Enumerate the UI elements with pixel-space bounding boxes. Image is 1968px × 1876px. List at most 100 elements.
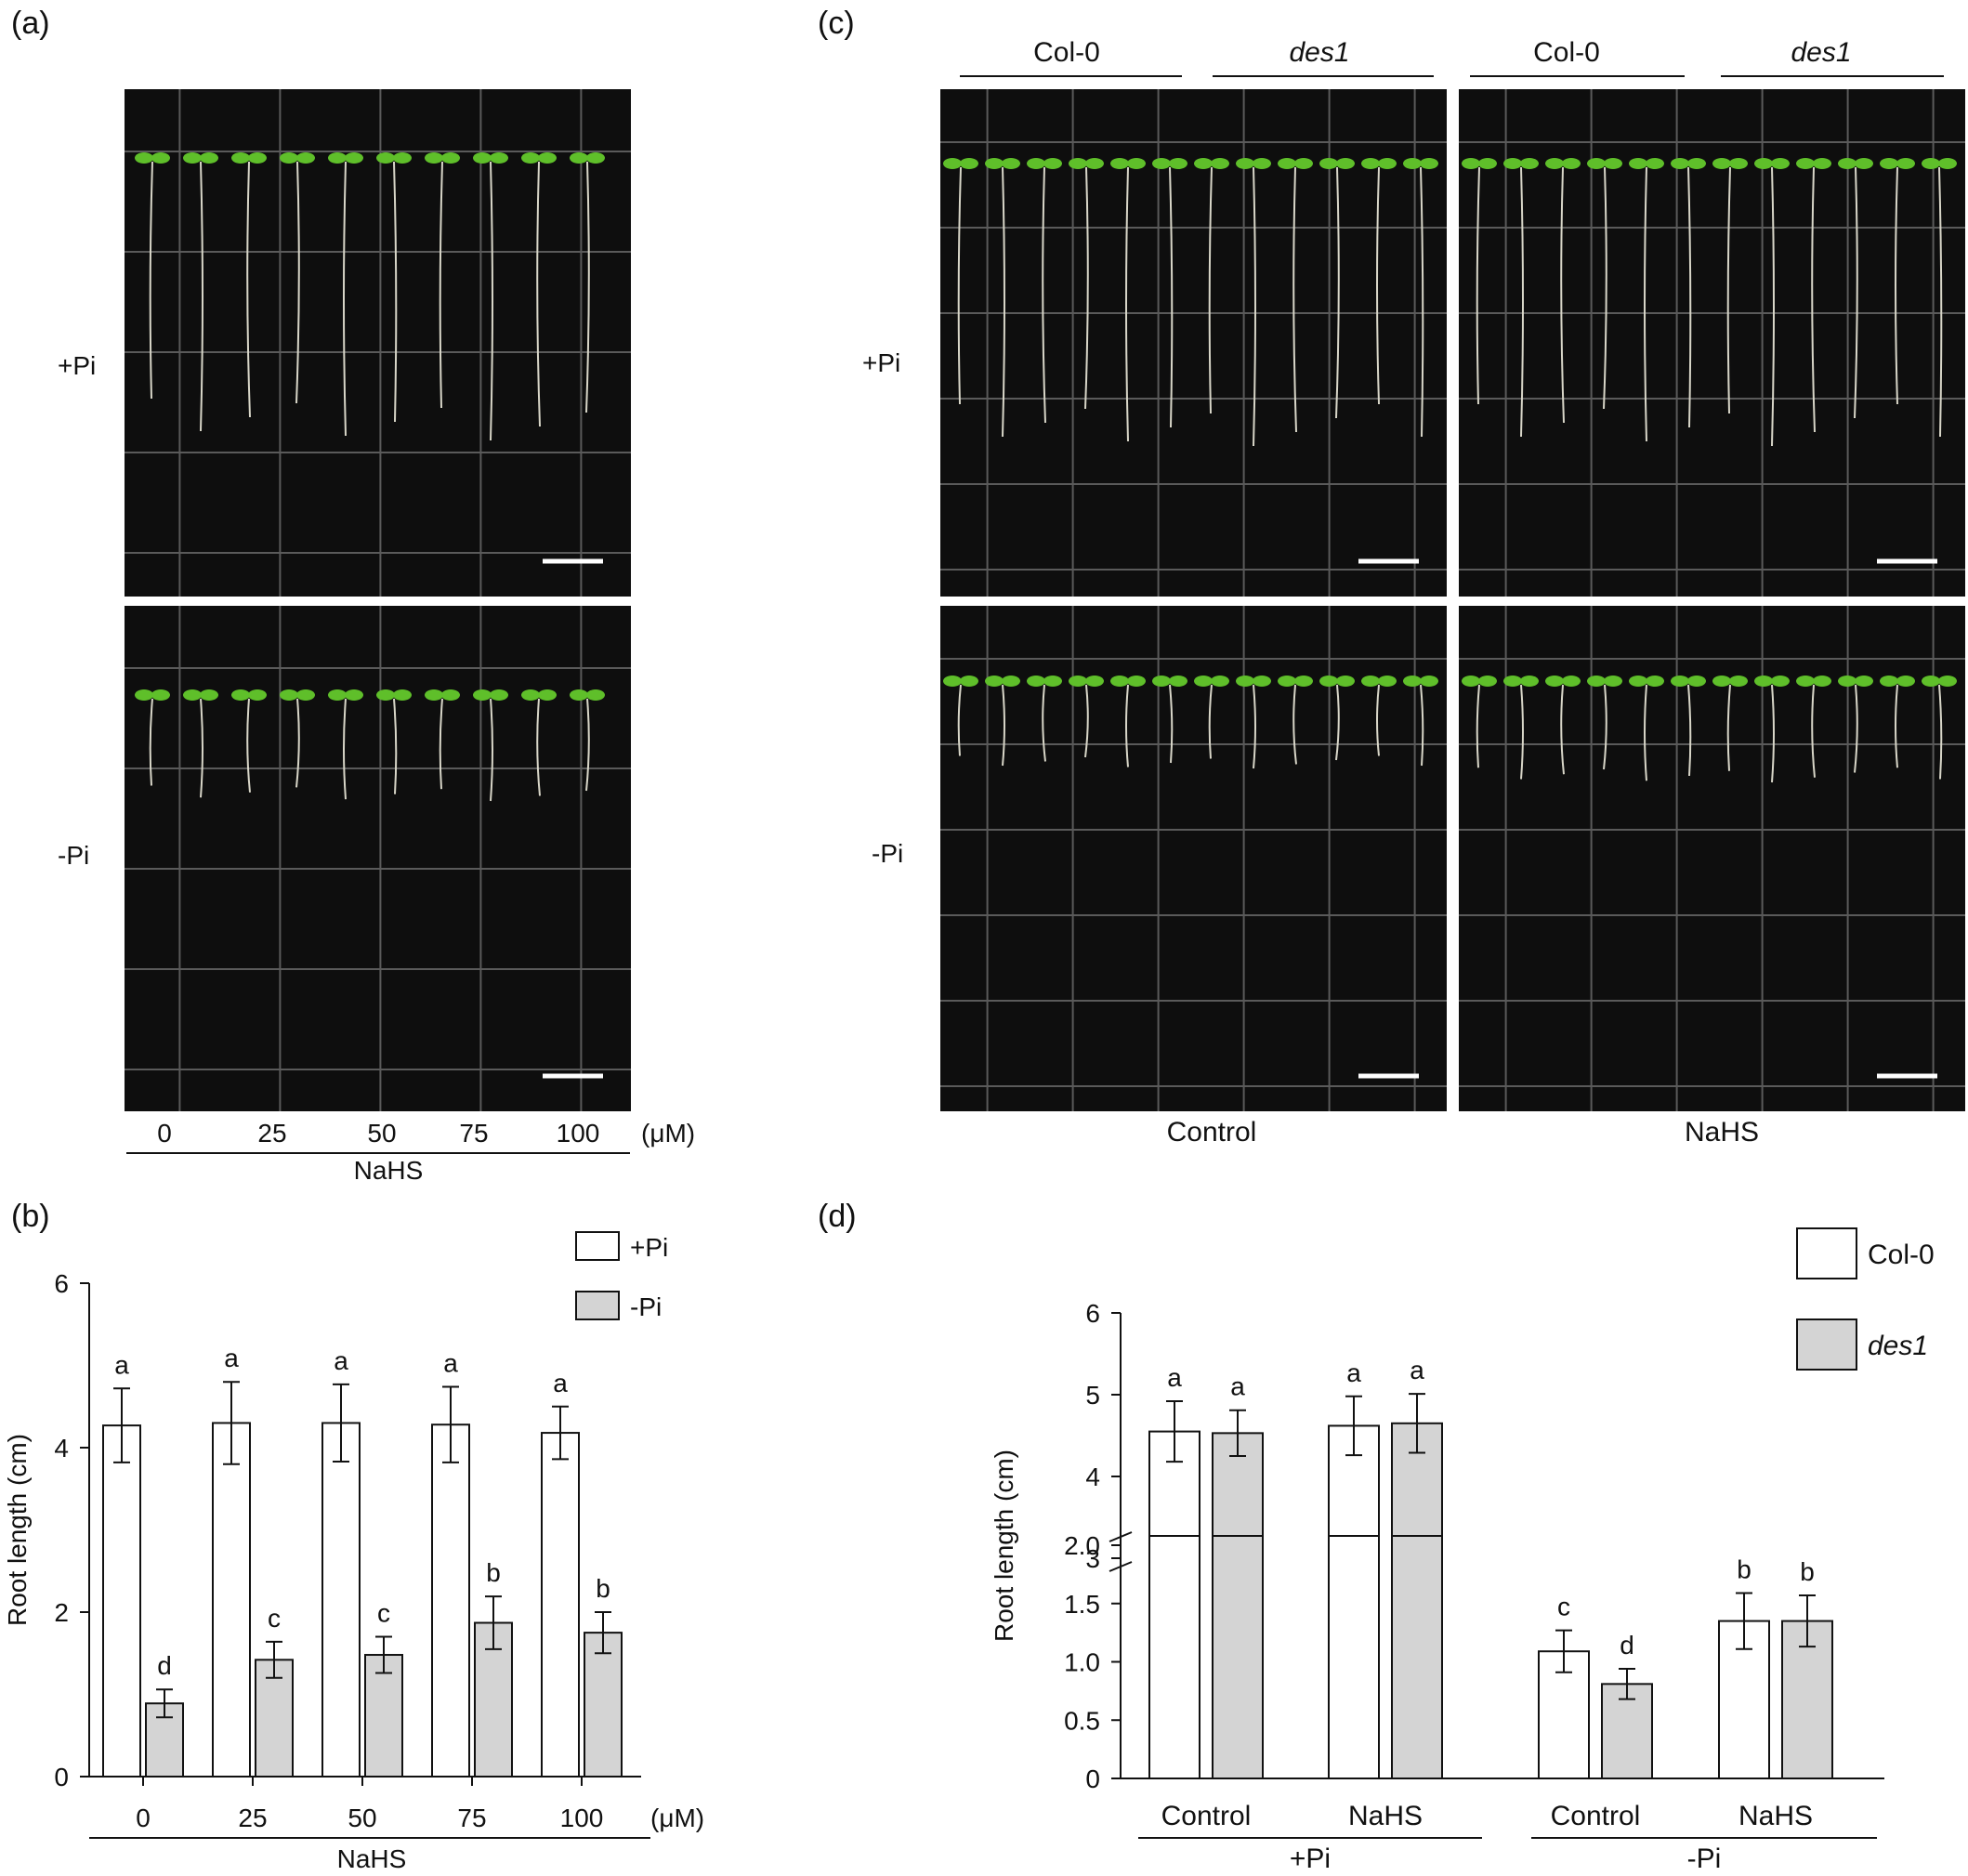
legend-swatch [1796, 1318, 1857, 1371]
x-tick-label: 0 [136, 1804, 151, 1832]
seedling [1629, 676, 1664, 781]
panel-c-photo [940, 89, 1965, 1111]
seedling [473, 689, 508, 802]
leaf [1938, 158, 1957, 169]
root [1084, 166, 1089, 410]
leaf [135, 689, 153, 701]
leaf [1336, 158, 1355, 169]
group-label: +Pi [1290, 1843, 1331, 1874]
plate-background [940, 606, 1447, 1111]
leaf [1629, 676, 1647, 687]
leaf [1604, 676, 1622, 687]
root [1084, 684, 1089, 758]
legend-label: -Pi [630, 1292, 662, 1321]
seedling [1503, 676, 1539, 780]
significance-letter: b [1800, 1557, 1815, 1586]
panel-b-chart: 0 2 4 6 Root length (cm) a d 0 a c 25 a c 50 a b 75 a b 100… [3, 1231, 704, 1873]
panel-c-label: (c) [818, 6, 855, 41]
leaf [1754, 676, 1773, 687]
seedling [1110, 676, 1146, 767]
plate-background [125, 606, 631, 1111]
group-label: -Pi [1687, 1843, 1722, 1874]
x-tick-label: Control [1551, 1801, 1641, 1831]
panel-c-genotype-des1-control: des1 [1289, 37, 1349, 68]
root [1002, 684, 1005, 767]
leaf [1796, 158, 1815, 169]
seedling [985, 158, 1020, 438]
leaf [1236, 158, 1254, 169]
leaf [1043, 676, 1062, 687]
error-bar [552, 1405, 569, 1461]
root [1811, 166, 1816, 433]
leaf [1796, 676, 1815, 687]
bar-lower-segment [1328, 1535, 1380, 1779]
leaf [1604, 158, 1622, 169]
root [1376, 684, 1380, 756]
leaf [1002, 676, 1020, 687]
root [149, 698, 153, 786]
significance-letter: b [596, 1574, 610, 1603]
root [957, 684, 962, 756]
leaf [1646, 676, 1664, 687]
leaf [1069, 676, 1087, 687]
seedling [521, 152, 557, 427]
bar-lower-segment [1148, 1535, 1200, 1779]
root [393, 161, 398, 423]
leaf [1813, 158, 1831, 169]
x-tick-label: NaHS [1738, 1801, 1813, 1831]
seedling [376, 152, 412, 423]
leaf [1169, 158, 1187, 169]
seedling [1236, 676, 1271, 769]
root [1420, 684, 1424, 767]
y-tick-label: 4 [54, 1434, 69, 1463]
seedling [1152, 676, 1187, 764]
leaf [1587, 158, 1606, 169]
leaf [328, 689, 347, 701]
leaf [1236, 676, 1254, 687]
seedling [1712, 676, 1748, 771]
plate-background [125, 89, 631, 597]
leaf [183, 152, 202, 164]
axis-break-mark [1109, 1531, 1133, 1542]
leaf [1478, 158, 1497, 169]
leaf [1420, 676, 1438, 687]
significance-letter: a [114, 1350, 129, 1379]
x-tick-label: 100 [560, 1804, 604, 1832]
panel-a-row-label-plus-pi: +Pi [58, 351, 96, 380]
leaf [1027, 158, 1045, 169]
seedling [183, 152, 218, 432]
seedling [1587, 158, 1622, 410]
leaf [1152, 676, 1171, 687]
leaf [248, 689, 267, 701]
bar [541, 1432, 580, 1778]
seedling [1194, 676, 1229, 759]
root [585, 698, 590, 792]
root [1169, 684, 1174, 764]
leaf [1403, 676, 1422, 687]
panel-a-plate-plus-pi [125, 89, 631, 597]
leaf [1278, 158, 1296, 169]
seedling [328, 689, 363, 800]
root [343, 161, 347, 437]
root [957, 166, 962, 405]
seedling [1545, 158, 1581, 424]
leaf [490, 152, 508, 164]
root [200, 698, 203, 798]
bar [584, 1632, 623, 1778]
seedling [1110, 158, 1146, 442]
legend-label: Col-0 [1868, 1240, 1935, 1270]
root [1854, 166, 1858, 419]
root [1520, 684, 1524, 780]
seedling [1319, 676, 1355, 761]
y-tick-label: 1.5 [1064, 1590, 1100, 1619]
root [1208, 166, 1213, 414]
error-bar [1619, 1668, 1635, 1700]
panel-a-plate-minus-pi [125, 606, 631, 1111]
error-bar [1555, 1629, 1572, 1673]
significance-letter: a [553, 1369, 568, 1397]
leaf [1771, 676, 1790, 687]
error-bar [485, 1595, 502, 1650]
seedling [1838, 676, 1873, 773]
seedling [280, 152, 315, 404]
